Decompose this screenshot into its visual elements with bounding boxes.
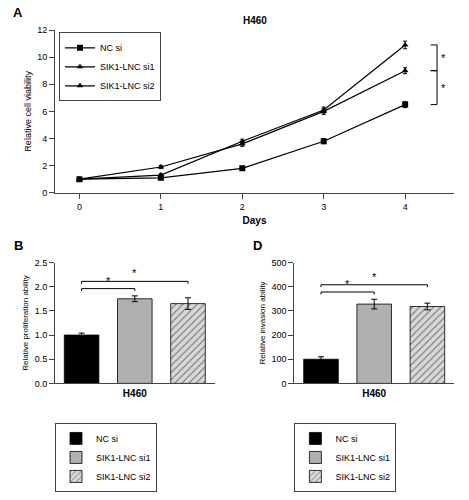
svg-text:500: 500 bbox=[272, 258, 287, 268]
svg-text:3: 3 bbox=[321, 202, 326, 212]
svg-text:4: 4 bbox=[403, 202, 408, 212]
svg-text:*: * bbox=[441, 52, 446, 64]
svg-text:SIK1-LNC si2: SIK1-LNC si2 bbox=[96, 472, 151, 482]
svg-text:*: * bbox=[132, 267, 137, 279]
svg-text:H460: H460 bbox=[362, 388, 386, 399]
svg-text:*: * bbox=[372, 271, 377, 283]
svg-text:400: 400 bbox=[272, 282, 287, 292]
svg-text:1: 1 bbox=[158, 202, 163, 212]
svg-text:0.5: 0.5 bbox=[35, 354, 48, 364]
svg-text:NC si: NC si bbox=[100, 43, 122, 53]
svg-text:0.0: 0.0 bbox=[35, 379, 48, 389]
svg-text:1.5: 1.5 bbox=[35, 306, 48, 316]
svg-text:8: 8 bbox=[42, 79, 47, 89]
svg-text:2.0: 2.0 bbox=[35, 282, 48, 292]
svg-text:H460: H460 bbox=[243, 15, 267, 26]
svg-text:12: 12 bbox=[37, 25, 47, 35]
svg-text:*: * bbox=[441, 82, 446, 94]
svg-text:SIK1-LNC si2: SIK1-LNC si2 bbox=[335, 472, 390, 482]
svg-text:SIK1-LNC si2: SIK1-LNC si2 bbox=[100, 81, 155, 91]
svg-text:SIK1-LNC si1: SIK1-LNC si1 bbox=[96, 453, 151, 463]
svg-text:NC si: NC si bbox=[335, 434, 357, 444]
svg-text:10: 10 bbox=[37, 52, 47, 62]
svg-text:Relative invasion ability: Relative invasion ability bbox=[258, 281, 267, 364]
svg-text:Relative cell viability: Relative cell viability bbox=[23, 71, 33, 152]
svg-text:2: 2 bbox=[240, 202, 245, 212]
svg-text:0: 0 bbox=[282, 379, 287, 389]
svg-text:6: 6 bbox=[42, 107, 47, 117]
svg-text:2: 2 bbox=[42, 161, 47, 171]
svg-text:D: D bbox=[253, 238, 262, 253]
svg-text:B: B bbox=[14, 238, 23, 253]
svg-text:200: 200 bbox=[272, 330, 287, 340]
svg-text:A: A bbox=[13, 5, 23, 20]
svg-text:100: 100 bbox=[272, 354, 287, 364]
svg-text:4: 4 bbox=[42, 134, 47, 144]
svg-text:300: 300 bbox=[272, 306, 287, 316]
svg-text:SIK1-LNC si1: SIK1-LNC si1 bbox=[100, 62, 155, 72]
svg-text:0: 0 bbox=[77, 202, 82, 212]
svg-text:NC si: NC si bbox=[96, 434, 118, 444]
svg-text:Relative proliferation ability: Relative proliferation ability bbox=[21, 275, 30, 371]
svg-text:1.0: 1.0 bbox=[35, 330, 48, 340]
svg-text:0: 0 bbox=[42, 188, 47, 198]
svg-text:H460: H460 bbox=[123, 388, 147, 399]
svg-text:2.5: 2.5 bbox=[35, 258, 48, 268]
svg-text:*: * bbox=[106, 275, 111, 287]
svg-text:Days: Days bbox=[243, 215, 267, 226]
svg-text:*: * bbox=[345, 278, 350, 290]
svg-text:SIK1-LNC si1: SIK1-LNC si1 bbox=[335, 453, 390, 463]
